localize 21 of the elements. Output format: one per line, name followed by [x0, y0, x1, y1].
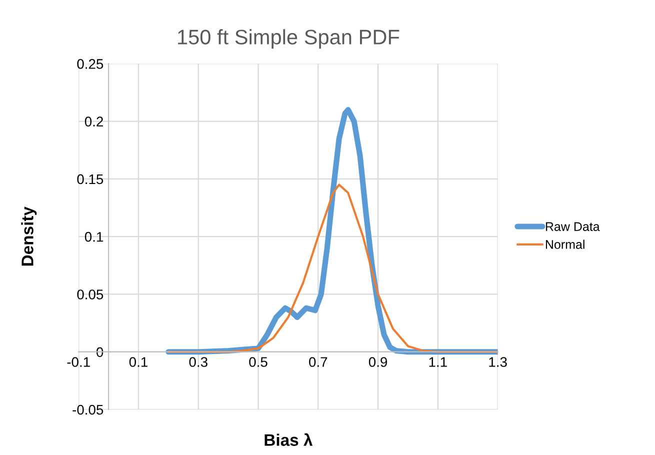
x-tick-label: 0.1: [129, 357, 148, 367]
line-series: [167, 184, 498, 353]
x-tick-label: 0.5: [249, 357, 268, 367]
x-tick-label: 0.7: [309, 357, 328, 367]
y-tick-label: 0.15: [77, 174, 104, 184]
x-tick-label: 1.1: [429, 357, 447, 367]
y-axis-title: Density: [21, 206, 37, 266]
y-tick-label: 0.25: [77, 59, 104, 69]
y-tick-label: 0.05: [77, 290, 104, 300]
y-tick-label: 0: [96, 347, 104, 358]
y-tick-label: 0.2: [84, 116, 103, 127]
y-tick-label: -0.05: [72, 404, 104, 415]
x-axis-title: Bias λ: [264, 433, 313, 446]
x-tick-label: 0.3: [189, 357, 208, 367]
y-tick-label: 0.1: [84, 232, 104, 242]
legend-label: Normal: [546, 240, 584, 249]
chart-title: 150 ft Simple Span PDF: [178, 29, 400, 49]
x-tick-label: 1.3: [489, 357, 507, 367]
x-tick-label: -0.1: [67, 357, 90, 367]
x-tick-label: 0.9: [368, 357, 388, 367]
legend-label: Raw Data: [546, 222, 600, 232]
